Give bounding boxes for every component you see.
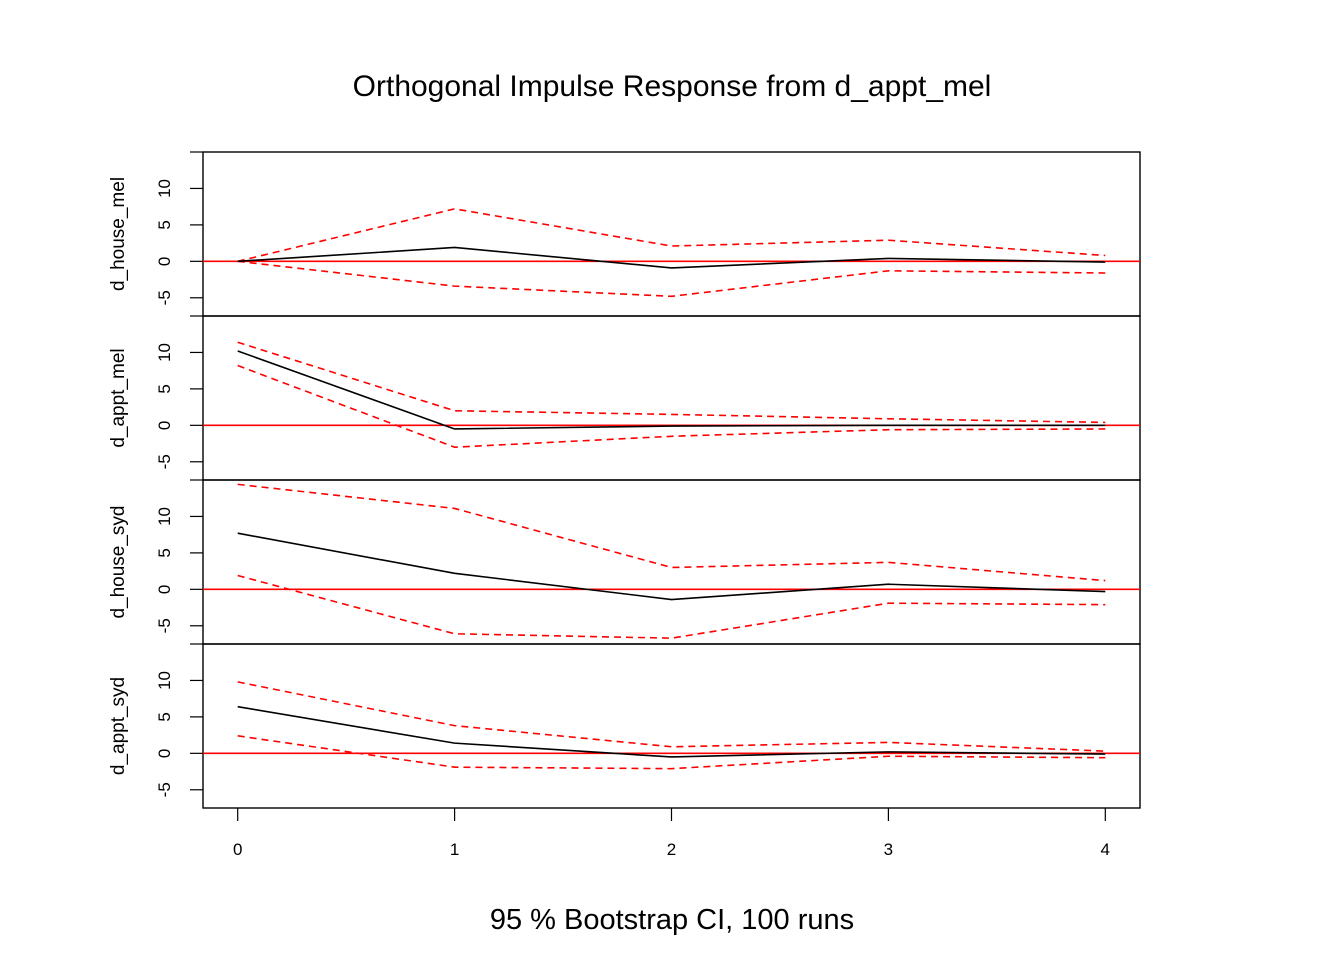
x-tick-label: 3 bbox=[884, 840, 893, 859]
y-tick-label: -5 bbox=[155, 618, 174, 633]
x-tick-label: 2 bbox=[667, 840, 676, 859]
panel-ylabel: d_appt_mel bbox=[108, 348, 129, 447]
y-tick-label: 10 bbox=[155, 179, 174, 198]
chart-title: Orthogonal Impulse Response from d_appt_… bbox=[353, 70, 992, 103]
panel-d_house_syd: -5 0 5 10 d_house_syd bbox=[108, 479, 1141, 645]
x-axis: 0 1 2 3 4 bbox=[233, 808, 1110, 859]
panel-ylabel: d_house_mel bbox=[108, 177, 129, 291]
panel-frame bbox=[202, 643, 1141, 809]
ci-upper-line bbox=[237, 341, 1106, 424]
response-line bbox=[237, 350, 1106, 430]
response-line bbox=[237, 532, 1106, 601]
y-tick-label: 10 bbox=[155, 507, 174, 526]
y-tick-label: 5 bbox=[155, 712, 174, 721]
panel-frame bbox=[202, 479, 1141, 645]
y-tick-label: 0 bbox=[155, 749, 174, 758]
y-tick-label: -5 bbox=[155, 454, 174, 469]
y-tick-label: 10 bbox=[155, 671, 174, 690]
y-tick-label: 5 bbox=[155, 548, 174, 557]
response-line bbox=[237, 246, 1106, 269]
ci-upper-line bbox=[237, 681, 1106, 752]
panel-ylabel: d_appt_syd bbox=[108, 677, 129, 775]
y-tick-label: 5 bbox=[155, 220, 174, 229]
x-tick-label: 1 bbox=[450, 840, 459, 859]
x-axis-label: 95 % Bootstrap CI, 100 runs bbox=[490, 904, 854, 936]
panel-frame bbox=[202, 151, 1141, 317]
ci-upper-line bbox=[237, 483, 1106, 582]
panel-frame bbox=[202, 315, 1141, 481]
panel-d_house_mel: -5 0 5 10 d_house_mel bbox=[108, 151, 1141, 317]
panels-group: -5 0 5 10 d_house_mel -5 0 5 10 d_appt_mel -5 0 5 10 d… bbox=[108, 151, 1141, 809]
x-tick-label: 0 bbox=[233, 840, 242, 859]
panel-ylabel: d_house_syd bbox=[108, 505, 129, 618]
panel-d_appt_syd: -5 0 5 10 d_appt_syd bbox=[108, 643, 1141, 809]
y-tick-label: 0 bbox=[155, 421, 174, 430]
y-tick-label: -5 bbox=[155, 782, 174, 797]
x-tick-label: 4 bbox=[1101, 840, 1110, 859]
y-tick-label: 0 bbox=[155, 585, 174, 594]
y-tick-label: 0 bbox=[155, 257, 174, 266]
ci-lower-line bbox=[237, 260, 1106, 298]
ci-lower-line bbox=[237, 574, 1106, 639]
ci-lower-line bbox=[237, 735, 1106, 770]
panel-d_appt_mel: -5 0 5 10 d_appt_mel bbox=[108, 315, 1141, 481]
ci-upper-line bbox=[237, 208, 1106, 263]
y-tick-label: 5 bbox=[155, 384, 174, 393]
y-tick-label: -5 bbox=[155, 290, 174, 305]
y-tick-label: 10 bbox=[155, 343, 174, 362]
ci-lower-line bbox=[237, 364, 1106, 449]
response-line bbox=[237, 705, 1106, 758]
